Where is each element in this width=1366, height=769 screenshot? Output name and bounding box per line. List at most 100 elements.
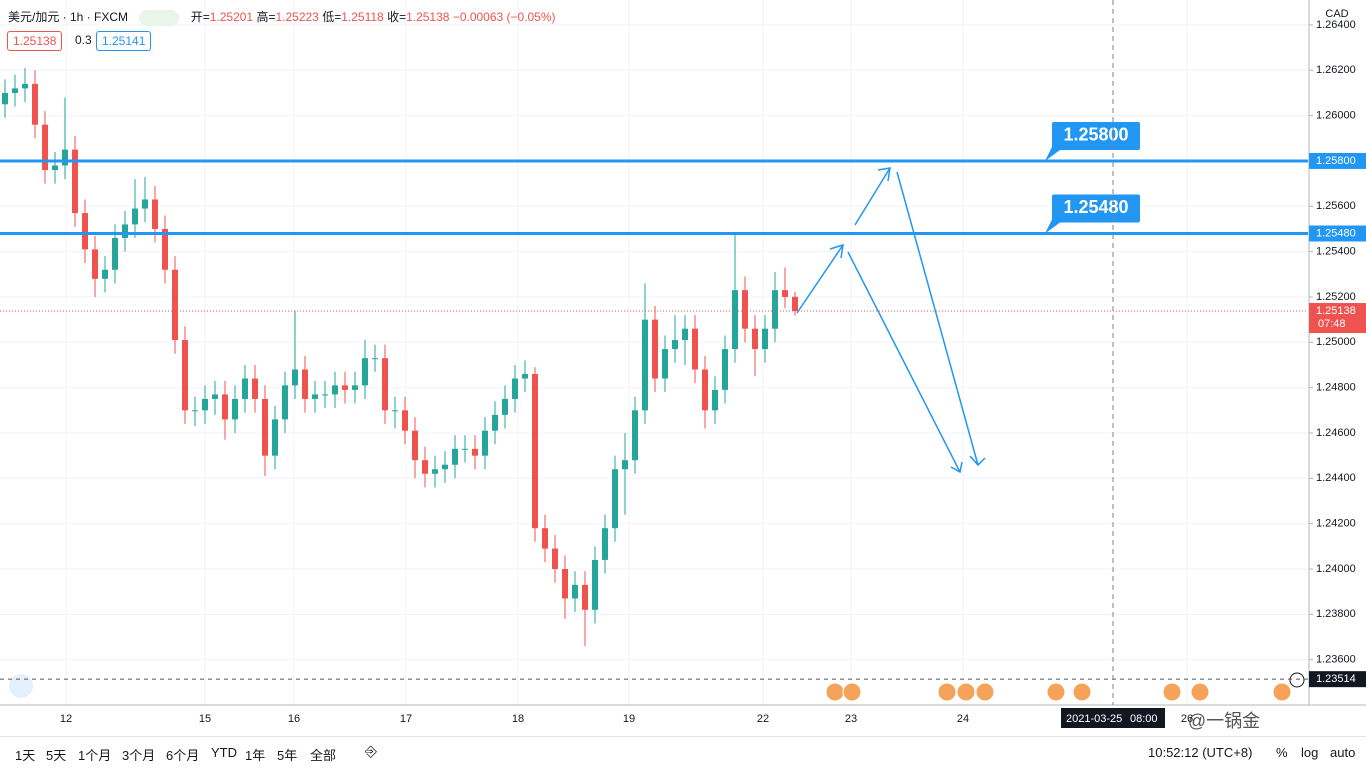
- level-callout: [1052, 121, 1140, 150]
- y-tick-label: 1.24000: [1316, 563, 1356, 575]
- candle-body: [692, 328, 698, 370]
- y-tick-label: 1.23800: [1316, 608, 1356, 620]
- event-icon: [825, 682, 845, 702]
- candle-body: [92, 249, 98, 279]
- candle-body: [372, 358, 378, 360]
- x-tick-label: 19: [623, 713, 635, 725]
- range-button[interactable]: 1天: [15, 748, 36, 763]
- candle-body: [452, 448, 458, 465]
- arrowhead: [829, 243, 844, 259]
- candle-body: [422, 460, 428, 474]
- candle-body: [762, 328, 768, 350]
- candle-body: [472, 448, 478, 456]
- candle-body: [312, 394, 318, 399]
- range-button[interactable]: 1年: [245, 748, 266, 763]
- event-icon: [956, 682, 976, 702]
- candle-body: [772, 290, 778, 329]
- candle-body: [652, 319, 658, 379]
- candle-body: [782, 290, 788, 297]
- candle-body: [632, 410, 638, 461]
- last-price-box: [1309, 303, 1366, 334]
- add-button[interactable]: [1289, 672, 1305, 688]
- y-tick-label: 1.25200: [1316, 291, 1356, 303]
- ohlc-label: 收=: [387, 10, 407, 24]
- event-icon: [1190, 682, 1210, 702]
- status-toggle[interactable]: [139, 9, 180, 26]
- ask-box[interactable]: 1.25141: [96, 31, 152, 51]
- x-tick-label: 18: [512, 713, 524, 725]
- candle-body: [1, 92, 8, 105]
- candle-body: [492, 414, 498, 431]
- y-tick-label: 1.26000: [1316, 110, 1356, 122]
- range-button[interactable]: 5年: [277, 748, 298, 763]
- toolbar: 10:52:12 (UTC+8) ⎆ 1天 5天 1个月 3个月 6个月 YTD 1年 5年全…: [0, 736, 1366, 769]
- event-icon: [1046, 682, 1066, 702]
- candle-body: [12, 88, 18, 93]
- candle-body: [202, 398, 208, 411]
- y-tick-label: 1.26400: [1316, 19, 1356, 31]
- ohlc-value: 1.25201: [209, 10, 254, 24]
- y-tick-label: 1.25400: [1316, 246, 1356, 258]
- x-tick-label: 16: [288, 713, 300, 725]
- range-button[interactable]: 1个月: [78, 748, 112, 763]
- ohlc-value: 1.25118: [341, 10, 384, 24]
- candle-body: [542, 528, 548, 549]
- bid-box[interactable]: 1.25138: [7, 31, 63, 51]
- range-button[interactable]: YTD: [211, 745, 237, 760]
- candle-body: [42, 124, 48, 171]
- candle-body: [352, 385, 358, 390]
- y-tick-label: 1.25000: [1316, 336, 1356, 348]
- candle-body: [182, 340, 188, 411]
- y-tick-label: 1.25600: [1316, 200, 1356, 212]
- arrow: [896, 171, 979, 466]
- candle-body: [722, 349, 728, 390]
- arrow: [796, 244, 844, 314]
- candle-body: [742, 290, 748, 329]
- candle-body: [152, 199, 158, 229]
- arrowhead: [969, 455, 986, 467]
- event-icon: [1162, 682, 1182, 702]
- grid: [0, 0, 1308, 705]
- candle-body: [442, 464, 448, 470]
- candle-body: [52, 165, 58, 171]
- candle-body: [242, 378, 248, 399]
- marker-label: 1.23514: [1316, 673, 1356, 685]
- watermark: @一锅金: [1188, 711, 1260, 731]
- scale-option[interactable]: %: [1276, 745, 1288, 760]
- event-icon: [975, 682, 995, 702]
- ohlc-label: 低=: [322, 10, 342, 24]
- range-button[interactable]: 全部: [310, 748, 337, 763]
- level-callout-label: 1.25800: [1063, 125, 1128, 145]
- level-axis-label: 1.25480: [1316, 227, 1356, 239]
- candle-body: [292, 369, 298, 386]
- scale-option[interactable]: log: [1301, 745, 1319, 760]
- x-tick-label: 23: [845, 713, 857, 725]
- range-button[interactable]: 6个月: [166, 748, 200, 763]
- candle-body: [432, 469, 438, 474]
- candles: [1, 68, 798, 647]
- candle-body: [72, 149, 78, 214]
- candle-body: [392, 410, 398, 412]
- candle-body: [162, 228, 168, 270]
- candle-body: [612, 469, 618, 529]
- goto-icon[interactable]: ⎆: [365, 743, 378, 760]
- candle-body: [532, 374, 538, 529]
- drawn-arrows: [796, 167, 986, 474]
- candle-body: [192, 410, 198, 412]
- candle-body: [332, 385, 338, 395]
- y-tick-label: 1.24600: [1316, 427, 1356, 439]
- candle-body: [672, 340, 678, 350]
- x-tick-label: 22: [757, 713, 769, 725]
- clock: 10:52:12 (UTC+8): [1148, 745, 1253, 760]
- arrow: [847, 251, 961, 473]
- scale-option[interactable]: auto: [1330, 745, 1356, 760]
- candle-body: [562, 568, 568, 599]
- candle-body: [602, 528, 608, 560]
- event-icon: [1072, 682, 1092, 702]
- candle-body: [622, 460, 628, 470]
- range-button[interactable]: 3个月: [122, 748, 156, 763]
- range-button[interactable]: 5天: [46, 748, 67, 763]
- candle-body: [112, 238, 118, 270]
- symbol[interactable]: 美元/加元 · 1h · FXCM: [8, 10, 129, 24]
